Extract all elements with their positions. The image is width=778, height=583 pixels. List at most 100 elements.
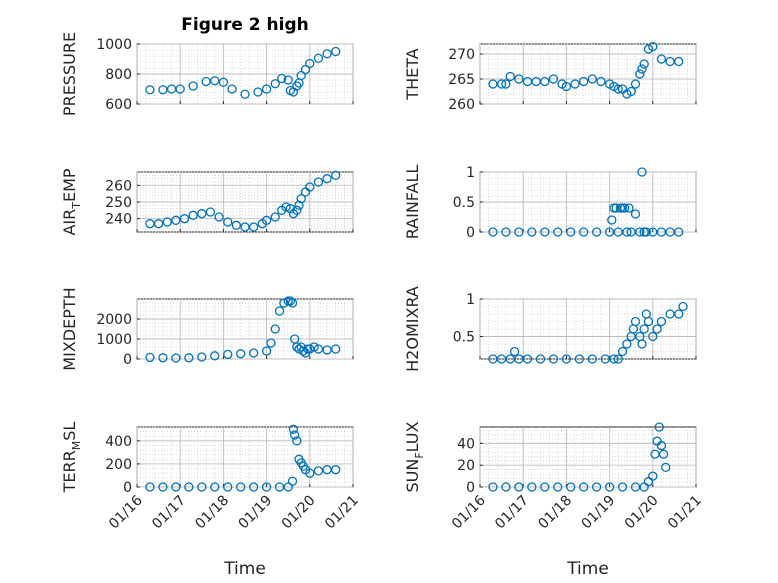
- y-tick-label: 250: [105, 195, 132, 211]
- y-axis-label-8: SUNFLUX: [403, 421, 426, 492]
- data-point: [294, 200, 304, 210]
- data-point: [540, 227, 550, 237]
- x-tick-label: 01/16: [449, 492, 489, 532]
- data-point: [322, 49, 332, 59]
- data-point: [641, 227, 651, 237]
- data-point: [285, 296, 296, 306]
- panel-7: 0 200 400 TERRMSL 01/16 01/17 01/18 01/19 01/20 0…: [60, 422, 362, 533]
- data-point: [240, 89, 250, 99]
- data-point: [654, 422, 664, 432]
- y-tick-label: 270: [448, 47, 475, 63]
- y-axis-label-7: TERRMSL: [60, 422, 83, 494]
- data-point: [313, 344, 324, 354]
- data-point: [579, 482, 589, 492]
- data-point: [609, 354, 619, 364]
- data-point: [274, 306, 285, 316]
- data-point: [248, 222, 259, 232]
- axes-5: [136, 298, 354, 360]
- data-point: [570, 79, 580, 89]
- data-point: [635, 69, 645, 79]
- data-point: [514, 482, 524, 492]
- data-point: [158, 482, 168, 492]
- data-point: [201, 76, 211, 87]
- data-point: [171, 215, 181, 225]
- data-point: [561, 81, 572, 92]
- data-point: [184, 353, 194, 363]
- y-tick-label: 260: [105, 178, 132, 194]
- data-point: [313, 177, 324, 187]
- data-point: [313, 53, 324, 63]
- y-axis-label-1: PRESSURE: [60, 32, 79, 116]
- data-point: [652, 324, 662, 334]
- data-point: [656, 54, 667, 64]
- y-tick-label: 600: [105, 97, 132, 113]
- x-tick-label: 01/17: [492, 493, 532, 533]
- y-axis-label-6: H2OMIXRA: [403, 286, 422, 372]
- data-point: [261, 346, 272, 356]
- data-point: [322, 174, 332, 184]
- data-point: [223, 349, 233, 360]
- data-point: [261, 482, 272, 492]
- data-point: [509, 346, 520, 357]
- y-tick-label: 260: [448, 97, 475, 113]
- data-point: [574, 354, 585, 364]
- data-point: [331, 465, 341, 475]
- data-point: [535, 354, 546, 364]
- data-point: [658, 449, 669, 459]
- data-point: [292, 342, 302, 352]
- data-point: [270, 212, 280, 222]
- data-point: [579, 76, 589, 87]
- data-point: [145, 85, 155, 95]
- data-point: [596, 76, 606, 87]
- data-point: [283, 75, 293, 85]
- data-point: [613, 84, 623, 94]
- panel-8: 0 20 40 SUNFLUX 01/16 01/17 01/18 01/19 01/20 01/…: [403, 421, 705, 532]
- y-tick-label: 1000: [96, 37, 132, 53]
- data-point: [637, 339, 647, 349]
- y-axis-label-5: MIXDEPTH: [60, 287, 79, 370]
- data-point: [171, 482, 181, 492]
- panel-6: 0.5 1 H2OMIXRA: [403, 286, 697, 372]
- data-point: [253, 87, 263, 97]
- x-tick-label: 01/18: [535, 493, 575, 533]
- y-tick-label: 800: [105, 67, 132, 83]
- y-tick-label: 0: [466, 225, 475, 241]
- data-point: [296, 194, 306, 204]
- data-point: [285, 204, 296, 214]
- data-point: [678, 301, 688, 312]
- data-point: [305, 58, 315, 69]
- axes-7: [136, 426, 354, 488]
- x-axis-label-left: Time: [223, 559, 266, 579]
- data-point: [210, 351, 220, 361]
- data-point: [322, 345, 332, 355]
- data-point: [604, 482, 615, 492]
- data-point: [197, 482, 207, 492]
- data-point: [331, 344, 341, 354]
- data-point: [281, 202, 291, 212]
- data-point: [566, 227, 576, 237]
- data-point: [292, 436, 302, 446]
- data-point: [630, 316, 641, 327]
- data-point: [153, 219, 164, 229]
- data-point: [145, 352, 155, 363]
- y-tick-label: 1: [466, 292, 475, 308]
- data-point: [522, 354, 533, 364]
- y-tick-label: 1: [466, 165, 475, 181]
- data-point: [514, 74, 524, 84]
- data-point: [579, 227, 589, 237]
- data-point: [266, 338, 276, 348]
- data-point: [607, 215, 617, 225]
- data-point: [236, 482, 246, 492]
- figure-title: Figure 2 high: [181, 15, 309, 35]
- data-point: [305, 468, 315, 478]
- data-point: [309, 342, 319, 352]
- data-point: [637, 167, 647, 177]
- data-point: [553, 482, 563, 492]
- data-point: [674, 227, 684, 237]
- data-point: [227, 84, 237, 94]
- data-point: [171, 353, 181, 363]
- data-point: [630, 209, 641, 219]
- y-tick-label: 265: [448, 72, 475, 88]
- data-point: [188, 210, 198, 220]
